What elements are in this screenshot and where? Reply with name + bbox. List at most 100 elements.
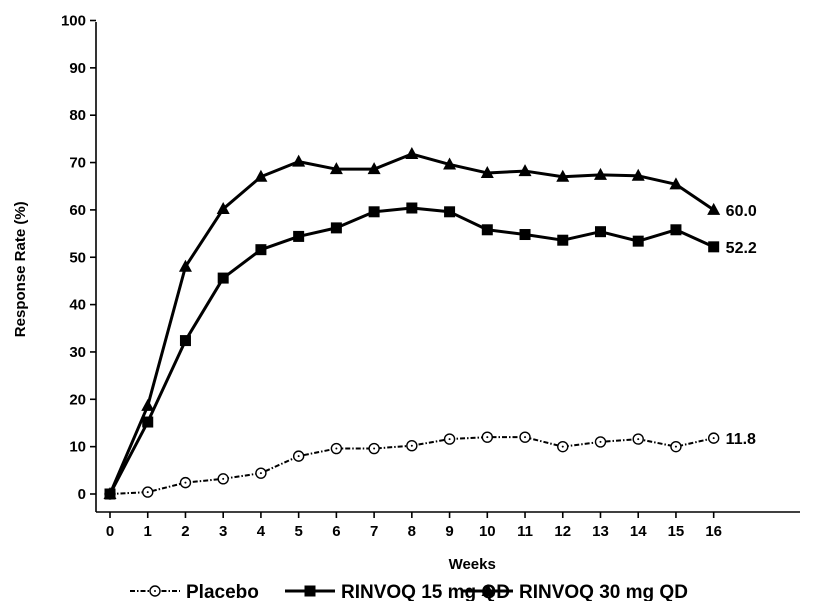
y-tick-label: 0 [78,486,86,503]
series-0 [104,431,720,500]
data-point [557,234,569,246]
data-point [255,244,267,256]
data-point [406,202,418,214]
x-tick-label: 11 [517,523,533,540]
data-point [632,235,644,247]
x-tick-label: 12 [554,523,571,540]
data-point [519,229,531,241]
data-point-dot [184,481,187,484]
data-point [405,147,419,160]
y-tick-label: 90 [69,60,86,77]
x-tick-label: 16 [705,523,722,540]
x-tick-label: 7 [370,523,378,540]
x-tick-label: 3 [219,523,227,540]
data-point-dot [524,436,527,439]
legend-marker [481,584,495,596]
y-tick-label: 40 [69,297,86,314]
x-tick-label: 4 [257,523,266,540]
data-point [670,224,682,236]
legend-label: Placebo [186,582,259,601]
data-point [178,259,192,272]
end-value-label: 60.0 [726,203,757,220]
y-axis: 0 10 20 30 40 50 60 70 80 90 100 [61,13,97,512]
y-tick-label: 50 [69,249,86,266]
x-tick-label: 14 [630,523,647,540]
x-tick-label: 8 [408,523,416,540]
data-point [481,224,493,236]
data-point [292,154,306,167]
end-labels: 11.8 52.2 60.0 [726,203,757,448]
data-point [594,226,606,238]
data-point [669,177,683,190]
x-tick-label: 5 [294,523,302,540]
data-point-dot [637,438,640,441]
y-tick-label: 20 [69,391,86,408]
data-point-dot [259,472,262,475]
series-1 [104,202,720,500]
data-point-dot [561,445,564,448]
data-point [593,167,607,180]
data-point [141,398,155,411]
data-point [179,335,191,347]
y-axis-title: Response Rate (%) [12,201,29,337]
data-point [556,169,570,182]
data-point-dot [146,491,149,494]
data-point [631,168,645,181]
data-point [330,222,342,234]
legend-marker [304,585,316,597]
data-point [443,157,457,170]
data-point [103,487,117,499]
y-tick-label: 70 [69,155,86,172]
data-point [142,416,154,428]
legend-item: RINVOQ 30 mg QD [463,582,688,601]
x-axis: 0 1 2 3 4 5 6 7 8 9 10 11 12 13 14 15 16 [96,511,800,540]
data-point-dot [712,437,715,440]
data-point-dot [373,447,376,450]
x-tick-label: 6 [332,523,340,540]
data-point-dot [410,444,413,447]
x-tick-label: 10 [479,523,496,540]
data-point-dot [222,477,225,480]
x-tick-label: 13 [592,523,609,540]
data-point [217,272,229,284]
x-tick-label: 9 [445,523,453,540]
data-point-dot [674,445,677,448]
x-axis-title: Weeks [449,556,496,573]
data-point-dot [297,455,300,458]
y-tick-label: 10 [69,439,86,456]
legend-label: RINVOQ 15 mg QD [341,582,510,601]
legend-item: RINVOQ 15 mg QD [285,582,510,601]
x-tick-label: 15 [668,523,685,540]
data-point-dot [335,447,338,450]
y-tick-label: 30 [69,344,86,361]
legend: Placebo RINVOQ 15 mg QD RINVOQ 30 mg QD [130,582,688,601]
y-tick-label: 60 [69,202,86,219]
y-tick-label: 80 [69,107,86,124]
data-point [329,162,343,175]
data-point [368,206,380,218]
data-point [518,164,532,177]
data-point [480,165,494,178]
data-point [367,162,381,175]
data-point [254,169,268,182]
legend-label: RINVOQ 30 mg QD [519,582,688,601]
data-point [707,202,721,215]
data-point-dot [448,438,451,441]
x-tick-label: 1 [144,523,152,540]
end-value-label: 11.8 [726,431,756,448]
series-2 [103,147,721,499]
y-tick-label: 100 [61,13,86,30]
plot-area [103,147,721,500]
legend-marker-dot [154,590,156,592]
data-point [444,206,456,218]
data-point-dot [599,440,602,443]
end-value-label: 52.2 [726,240,757,257]
x-tick-label: 2 [181,523,189,540]
data-point-dot [486,436,489,439]
legend-item: Placebo [130,582,259,601]
data-point [216,201,230,214]
x-tick-label: 0 [106,523,114,540]
data-point [293,230,305,242]
data-point [708,241,720,253]
